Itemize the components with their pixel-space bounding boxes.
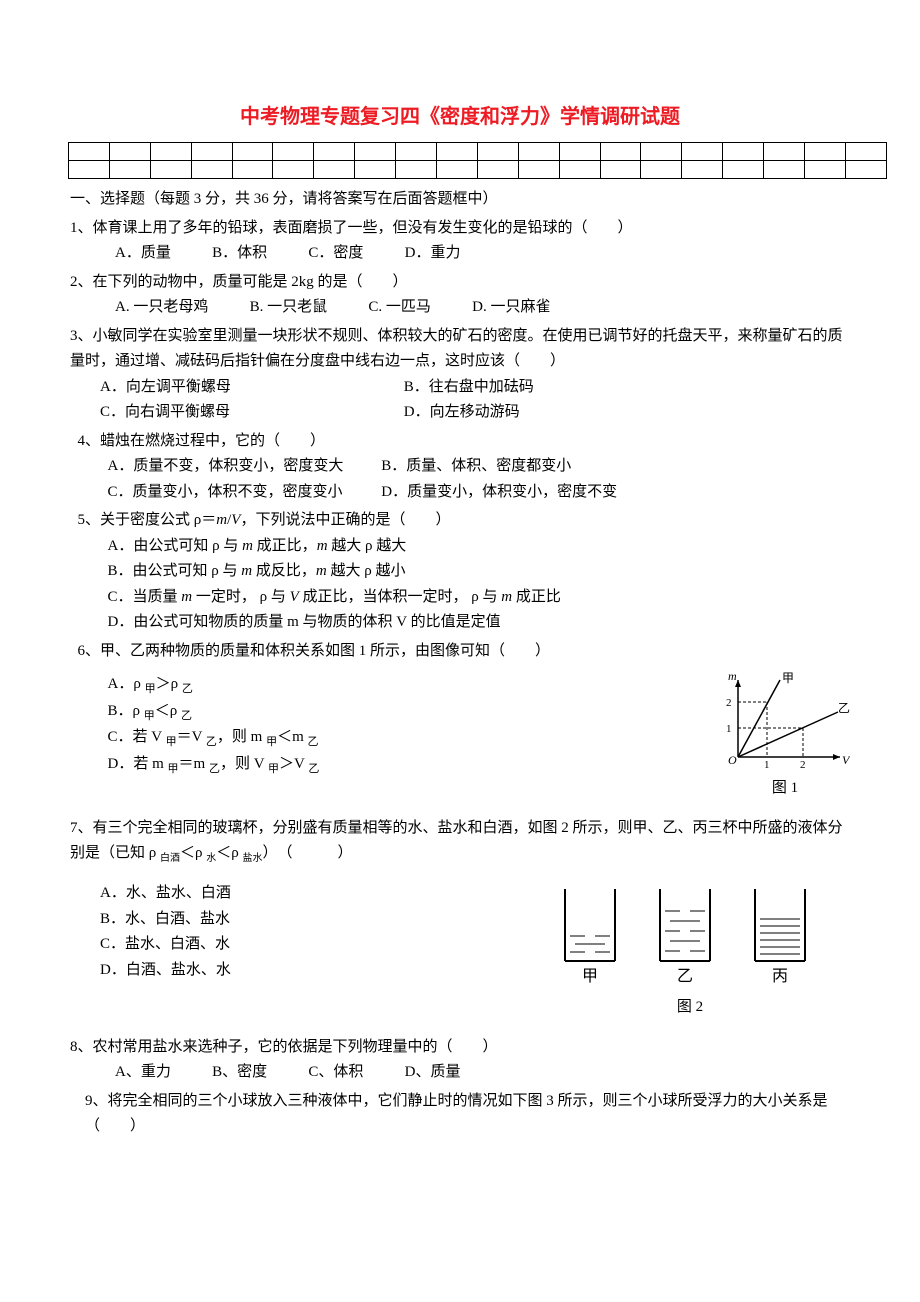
q2-opt-c: C. 一匹马	[368, 295, 431, 321]
svg-text:O: O	[728, 753, 737, 767]
q3-opt-b: B．往右盘中加砝码	[404, 379, 534, 395]
question-6: 6、甲、乙两种物质的质量和体积关系如图 1 所示，由图像可知（ ） A．ρ 甲＞…	[70, 639, 850, 802]
q5-post: ，下列说法中正确的是（ ）	[240, 512, 450, 528]
q1-stem: 1、体育课上用了多年的铅球，表面磨损了一些，但没有发生变化的是铅球的（ ）	[70, 216, 850, 242]
q8-opt-c: C、体积	[308, 1060, 363, 1086]
q1-opt-b: B．体积	[212, 241, 267, 267]
x-label: V	[842, 753, 850, 767]
q2-stem: 2、在下列的动物中，质量可能是 2kg 的是（ ）	[70, 270, 850, 296]
q6-stem: 6、甲、乙两种物质的质量和体积关系如图 1 所示，由图像可知（ ）	[78, 639, 851, 665]
svg-text:1: 1	[764, 759, 770, 771]
q1-opt-d: D．重力	[405, 241, 461, 267]
q7-stem: 7、有三个完全相同的玻璃杯，分别盛有质量相等的水、盐水和白酒，如图 2 所示，则…	[70, 816, 850, 868]
fig1-caption: 图 1	[720, 776, 850, 802]
svg-text:丙: 丙	[772, 968, 788, 985]
q7-opt-d: D．白酒、盐水、水	[70, 958, 550, 984]
question-9: 9、将完全相同的三个小球放入三种液体中，它们静止时的情况如下图 3 所示，则三个…	[70, 1089, 850, 1140]
q5-pre: 5、关于密度公式 ρ＝	[78, 512, 217, 528]
q5-opt-d: D．由公式可知物质的质量 m 与物质的体积 V 的比值是定值	[78, 610, 851, 636]
q2-opt-a: A. 一只老母鸡	[115, 295, 208, 321]
q8-opt-a: A、重力	[115, 1060, 171, 1086]
q4-opt-a: A．质量不变，体积变小，密度变大	[108, 454, 378, 480]
q6-opt-d: D．若 m 甲＝m 乙，则 V 甲＞V 乙	[78, 752, 721, 779]
q7-opt-a: A．水、盐水、白酒	[70, 881, 550, 907]
page-title: 中考物理专题复习四《密度和浮力》学情调研试题	[70, 100, 850, 134]
q7-opt-c: C．盐水、白酒、水	[70, 932, 550, 958]
question-1: 1、体育课上用了多年的铅球，表面磨损了一些，但没有发生变化的是铅球的（ ） A．…	[70, 216, 850, 267]
q1-opt-c: C．密度	[308, 241, 363, 267]
q8-opt-b: B、密度	[212, 1060, 267, 1086]
figure-2: 甲 乙	[550, 881, 830, 1021]
q6-opt-b: B．ρ 甲＜ρ 乙	[78, 699, 721, 726]
q4-opt-d: D．质量变小，体积变小，密度不变	[381, 484, 617, 500]
q3-opt-c: C．向右调平衡螺母	[100, 400, 400, 426]
question-8: 8、农村常用盐水来选种子，它的依据是下列物理量中的（ ） A、重力 B、密度 C…	[70, 1035, 850, 1086]
q4-opt-b: B．质量、体积、密度都变小	[381, 458, 571, 474]
q5-opt-b: B．由公式可知 ρ 与 m 成反比，m 越大 ρ 越小	[78, 559, 851, 585]
q5-m: m	[216, 512, 227, 528]
figure-1: m V O 甲 乙 2 1 1 2 图 1	[720, 672, 850, 802]
q5-stem: 5、关于密度公式 ρ＝m/V，下列说法中正确的是（ ）	[78, 508, 851, 534]
q3-opt-d: D．向左移动游码	[404, 404, 520, 420]
question-5: 5、关于密度公式 ρ＝m/V，下列说法中正确的是（ ） A．由公式可知 ρ 与 …	[70, 508, 850, 636]
svg-text:甲: 甲	[582, 968, 598, 985]
svg-text:甲: 甲	[782, 672, 794, 685]
q8-stem: 8、农村常用盐水来选种子，它的依据是下列物理量中的（ ）	[70, 1035, 850, 1061]
svg-text:乙: 乙	[677, 968, 693, 985]
q9-stem: 9、将完全相同的三个小球放入三种液体中，它们静止时的情况如下图 3 所示，则三个…	[85, 1089, 850, 1140]
q2-opt-b: B. 一只老鼠	[250, 295, 328, 321]
question-4: 4、蜡烛在燃烧过程中，它的（ ） A．质量不变，体积变小，密度变大 B．质量、体…	[70, 429, 850, 506]
svg-text:2: 2	[800, 759, 806, 771]
q6-opt-a: A．ρ 甲＞ρ 乙	[78, 672, 721, 699]
q3-stem: 3、小敏同学在实验室里测量一块形状不规则、体积较大的矿石的密度。在使用已调节好的…	[70, 324, 850, 375]
fig2-caption: 图 2	[550, 995, 830, 1021]
svg-text:2: 2	[726, 697, 732, 709]
svg-text:乙: 乙	[838, 701, 850, 715]
answer-grid	[68, 142, 887, 179]
q2-opt-d: D. 一只麻雀	[472, 295, 550, 321]
q4-stem: 4、蜡烛在燃烧过程中，它的（ ）	[78, 429, 851, 455]
q4-opt-c: C．质量变小，体积不变，密度变小	[108, 480, 378, 506]
q7-opt-b: B．水、白酒、盐水	[70, 907, 550, 933]
question-2: 2、在下列的动物中，质量可能是 2kg 的是（ ） A. 一只老母鸡 B. 一只…	[70, 270, 850, 321]
q6-opt-c: C．若 V 甲＝V 乙，则 m 甲＜m 乙	[78, 725, 721, 752]
question-7: 7、有三个完全相同的玻璃杯，分别盛有质量相等的水、盐水和白酒，如图 2 所示，则…	[70, 816, 850, 1021]
y-label: m	[728, 672, 737, 683]
q5-opt-c: C．当质量 m 一定时， ρ 与 V 成正比，当体积一定时， ρ 与 m 成正比	[78, 585, 851, 611]
section-1-heading: 一、选择题（每题 3 分，共 36 分，请将答案写在后面答题框中）	[70, 187, 850, 213]
svg-text:1: 1	[726, 723, 732, 735]
q5-opt-a: A．由公式可知 ρ 与 m 成正比，m 越大 ρ 越大	[78, 534, 851, 560]
q3-opt-a: A．向左调平衡螺母	[100, 375, 400, 401]
q1-opt-a: A．质量	[115, 241, 171, 267]
question-3: 3、小敏同学在实验室里测量一块形状不规则、体积较大的矿石的密度。在使用已调节好的…	[70, 324, 850, 426]
q8-opt-d: D、质量	[405, 1060, 461, 1086]
